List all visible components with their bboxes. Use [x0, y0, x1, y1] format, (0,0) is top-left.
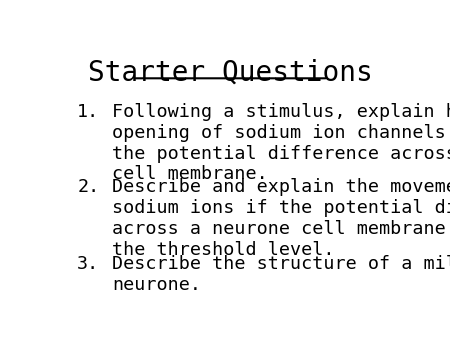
Text: Describe and explain the movement of
sodium ions if the potential difference
acr: Describe and explain the movement of sod… [112, 178, 450, 259]
Text: 3.: 3. [77, 255, 99, 273]
Text: Starter Questions: Starter Questions [88, 59, 373, 87]
Text: 1.: 1. [77, 103, 99, 121]
Text: Following a stimulus, explain how the
opening of sodium ion channels affects
the: Following a stimulus, explain how the op… [112, 103, 450, 184]
Text: Describe the structure of a militated
neurone.: Describe the structure of a militated ne… [112, 255, 450, 294]
Text: 2.: 2. [77, 178, 99, 196]
